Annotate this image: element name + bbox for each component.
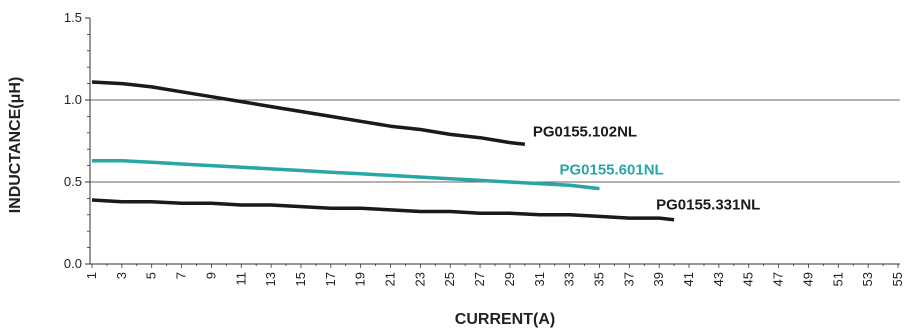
- x-tick-label: 5: [144, 272, 159, 279]
- x-tick-label: 9: [203, 272, 218, 279]
- x-tick-label: 43: [711, 272, 726, 286]
- x-tick-label: 13: [263, 272, 278, 286]
- y-tick-label: 0.5: [64, 174, 82, 189]
- x-tick-label: 23: [412, 272, 427, 286]
- y-tick-label: 1.0: [64, 92, 82, 107]
- series-label: PG0155.102NL: [533, 123, 637, 140]
- x-tick-label: 33: [562, 272, 577, 286]
- x-tick-label: 15: [293, 272, 308, 286]
- series-line-pg0155-601nl: [92, 158, 600, 191]
- x-tick-label: 21: [383, 272, 398, 286]
- tick-layer: 0.00.51.01.51 3 5 7 9 11 13 15 17 19 21 23 25 27 29 31 3…: [64, 10, 905, 286]
- x-tick-label: 11: [233, 272, 248, 286]
- x-axis-title: CURRENT(A): [455, 311, 555, 328]
- x-tick-label: 45: [741, 272, 756, 286]
- series-label: PG0155.331NL: [656, 197, 760, 214]
- x-tick-label: 19: [353, 272, 368, 286]
- y-tick-label: 0.0: [64, 256, 82, 271]
- x-tick-label: 7: [174, 272, 189, 279]
- x-tick-label: 3: [114, 272, 129, 279]
- x-tick-label: 39: [651, 272, 666, 286]
- x-tick-label: 1: [84, 272, 99, 279]
- x-tick-label: 47: [771, 272, 786, 286]
- x-tick-label: 17: [323, 272, 338, 286]
- x-tick-label: 31: [532, 272, 547, 286]
- x-tick-label: 55: [890, 272, 905, 286]
- series-label-layer: PG0155.102NL PG0155.601NL PG0155.331NL: [533, 123, 760, 213]
- x-tick-label: 41: [681, 272, 696, 286]
- x-tick-label: 53: [860, 272, 875, 286]
- series-line-pg0155-102nl: [91, 80, 526, 147]
- x-tick-label: 51: [830, 272, 845, 286]
- x-tick-label: 25: [442, 272, 457, 286]
- x-tick-label: 49: [800, 272, 815, 286]
- y-tick-label: 1.5: [64, 10, 82, 25]
- x-tick-label: 35: [591, 272, 606, 286]
- series-label: PG0155.601NL: [559, 162, 663, 179]
- series-layer: [91, 80, 675, 222]
- y-axis-title: INDUCTANCE(μH): [7, 77, 24, 214]
- x-tick-label: 27: [472, 272, 487, 286]
- series-line-pg0155-331nl: [91, 198, 675, 222]
- x-tick-label: 29: [502, 272, 517, 286]
- x-tick-label: 37: [621, 272, 636, 286]
